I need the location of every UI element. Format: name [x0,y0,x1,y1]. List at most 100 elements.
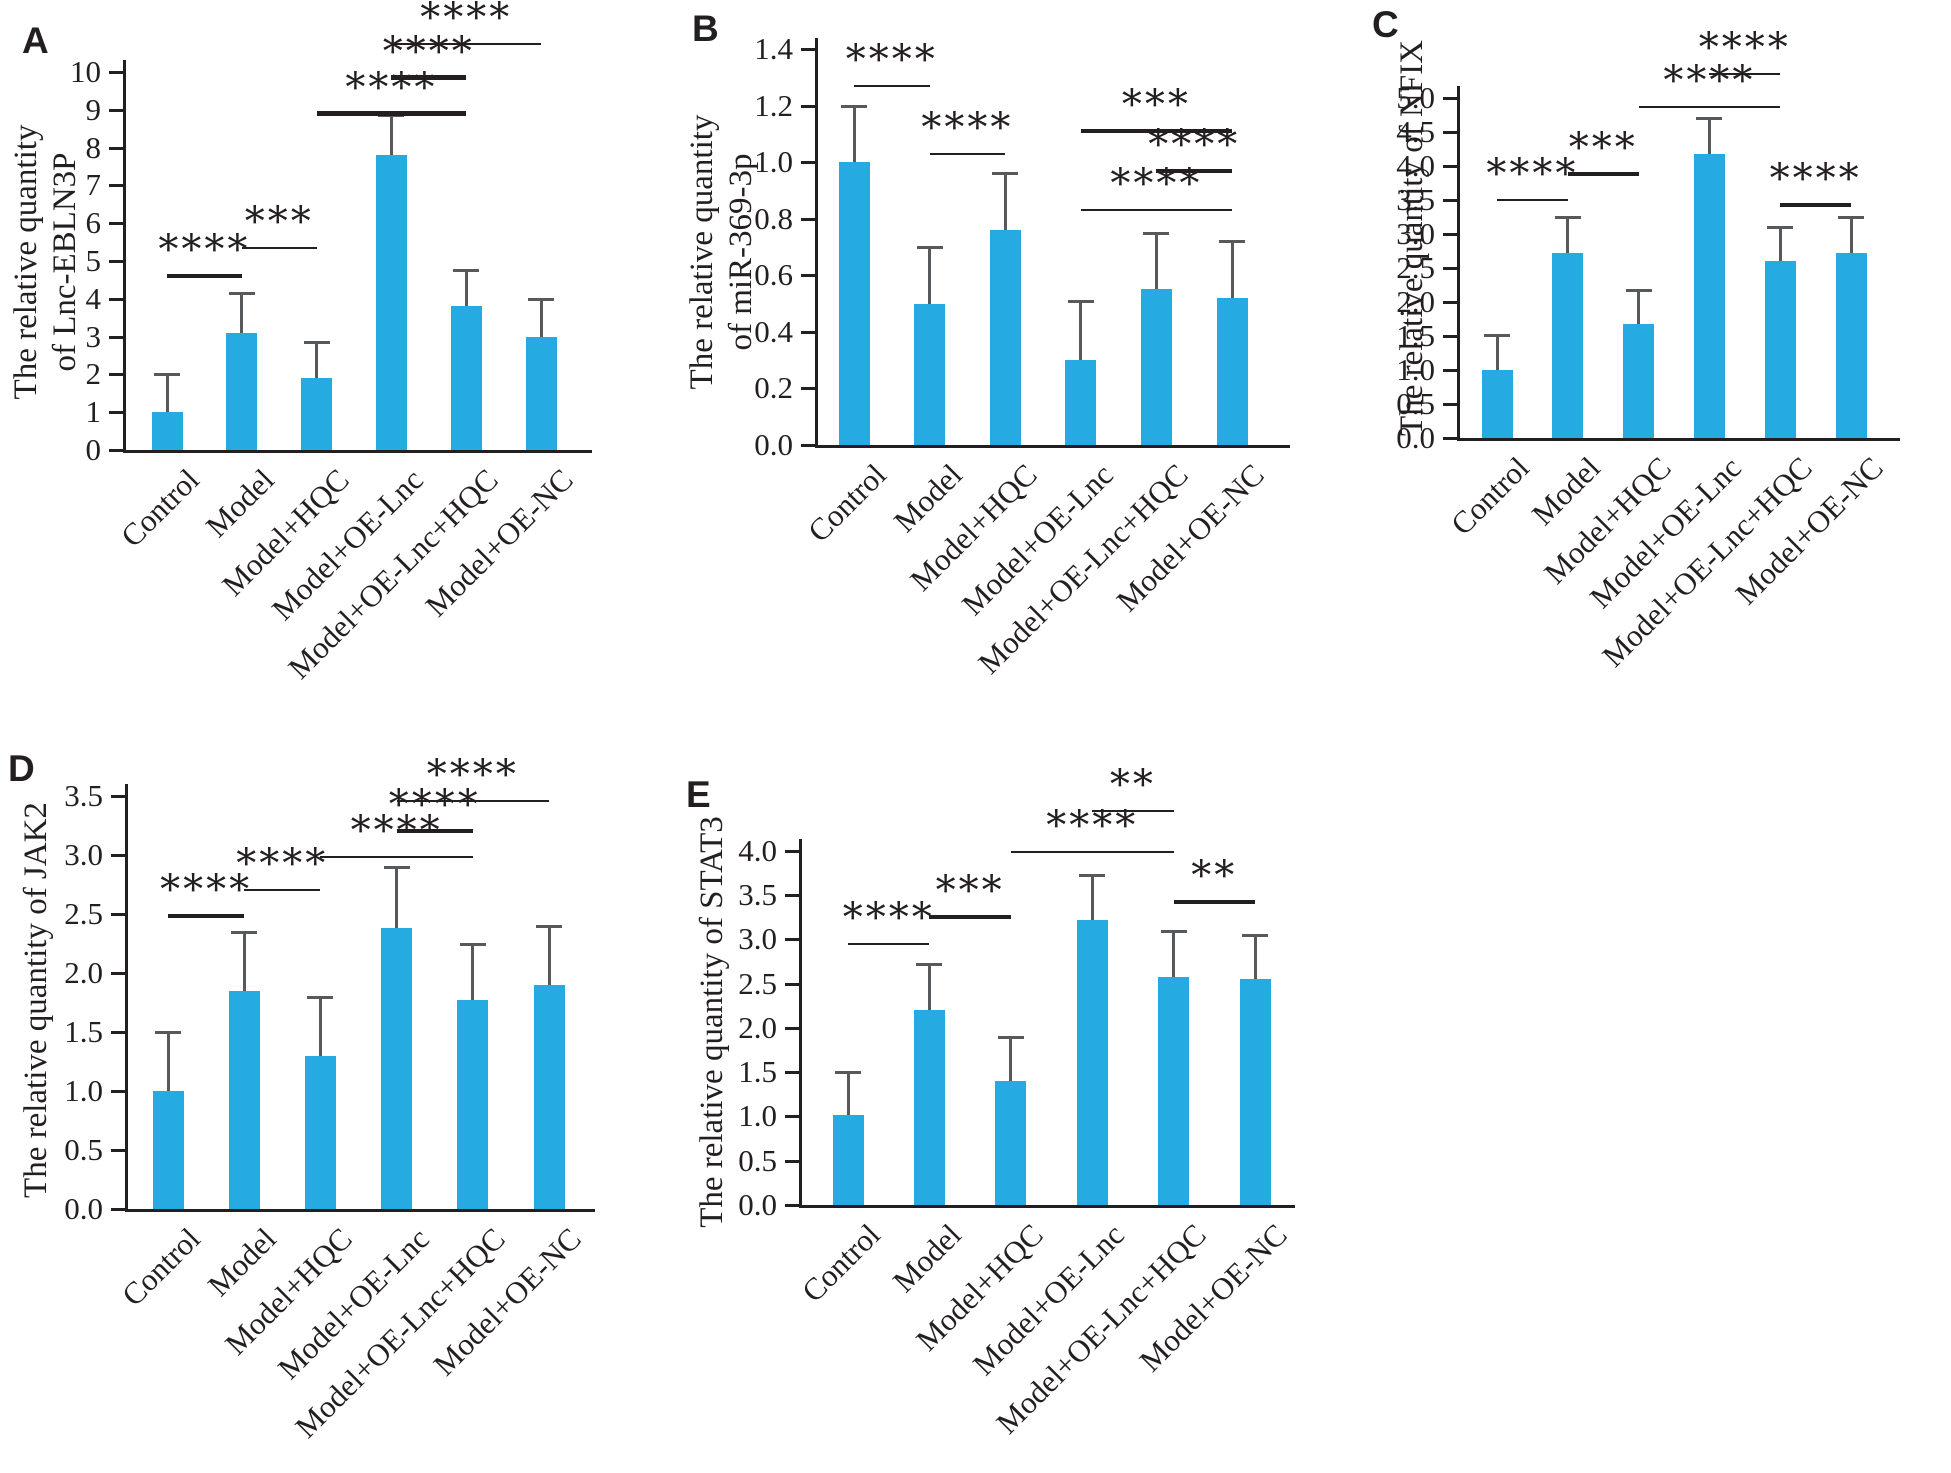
y-tick-label: 1.5 [64,1014,103,1049]
y-tick [111,913,125,916]
y-tick [111,795,125,798]
error-bar-cap [1625,288,1652,292]
error-bar-cap [1767,226,1794,230]
y-tick [109,335,123,339]
y-tick-label: 3.0 [738,921,777,957]
significance-line [1080,128,1232,133]
error-bar-cap [303,341,330,345]
error-bar-stem [318,996,322,1056]
bar-control [1481,370,1513,438]
bar-model-oe-lnc [375,155,407,450]
significance-line [1092,809,1174,812]
error-bar-cap [916,963,943,966]
y-tick [785,849,799,853]
bar-model [228,990,260,1209]
significance-stars: **** [1769,156,1862,203]
significance-stars: **** [158,227,251,274]
error-bar-stem [1566,217,1570,254]
significance-stars: **** [236,841,329,888]
y-tick-label: 1.0 [1396,352,1435,387]
y-tick-label: 0 [85,432,102,467]
y-tick-label: 5.0 [1396,80,1435,115]
error-bar-stem [315,342,319,379]
error-bar-stem [927,964,931,1011]
error-bar-stem [240,293,244,333]
y-tick [1443,267,1457,270]
error-bar-stem [1009,1036,1013,1081]
y-tick [1443,131,1457,134]
error-bar-stem [1154,232,1158,290]
y-tick-label: 2.5 [64,896,103,931]
y-tick-label: 1.2 [754,87,793,123]
y-tick-label: 1.5 [1396,318,1435,353]
error-bar-stem [464,270,468,307]
significance-stars: **** [1698,25,1791,72]
y-tick-label: 4.0 [1396,148,1435,183]
y-tick [109,297,123,301]
bar-model-oe-nc [1835,253,1867,438]
bar-model-oe-lnc-hqc [1140,289,1172,445]
bar-control [151,412,183,450]
error-bar-cap [383,865,410,869]
significance-line [316,111,467,117]
significance-stars: **** [388,782,481,829]
error-bar-cap [1160,930,1187,934]
y-tick-label: 0.5 [64,1132,103,1167]
bar-model-hqc [1623,323,1655,438]
significance-stars: **** [1046,803,1139,850]
x-axis [123,450,592,453]
panel-label-c: C [1372,4,1399,45]
y-tick-label: 3.5 [64,778,103,813]
y-tick-label: 0.0 [1396,420,1435,455]
bar-model-oe-nc [1216,297,1248,445]
x-axis [815,445,1290,448]
significance-line [1156,168,1232,173]
error-bar-cap [231,930,258,934]
significance-stars: **** [345,64,438,111]
panel-label-b: B [692,8,719,49]
y-tick [109,449,123,452]
x-axis [799,1205,1295,1208]
y-tick-label: 0.0 [738,1187,777,1222]
error-bar-cap [1484,333,1510,337]
significance-line [929,915,1011,920]
y-tick-label: 0.4 [754,313,793,349]
bar-control [832,1114,864,1205]
y-tick-label: 1.0 [64,1073,103,1108]
error-bar-stem [1637,289,1641,324]
panel-label-e: E [686,774,711,815]
error-bar-stem [165,374,169,413]
y-tick-label: 7 [85,167,102,203]
significance-stars: *** [935,868,1005,915]
significance-line [848,942,930,945]
y-tick-label: 0.5 [1396,386,1435,421]
y-tick [785,1115,799,1119]
error-bar-stem [539,298,543,337]
error-bar-cap [228,292,255,296]
error-bar-cap [916,245,943,249]
significance-line [1638,105,1781,108]
significance-stars: **** [420,0,513,41]
significance-stars: **** [921,104,1014,151]
x-axis [1457,438,1900,441]
significance-stars: **** [1663,57,1756,104]
y-tick-label: 3 [85,318,102,354]
y-tick-label: 0.2 [754,370,793,406]
y-tick [1443,233,1457,236]
bar-model [913,1010,945,1205]
error-bar-cap [1143,231,1170,235]
y-tick [111,854,125,857]
bar-model-oe-lnc-hqc [457,1000,489,1209]
panel-label-a: A [22,20,49,61]
bar-model [226,332,258,450]
error-bar-cap [307,995,334,999]
significance-stars: **** [845,36,938,83]
error-bar-cap [1242,933,1268,937]
y-tick [801,387,815,391]
y-tick-label: 0.6 [754,257,793,293]
y-tick [1443,335,1457,338]
y-tick-label: 5 [85,243,102,278]
y-tick [111,1208,125,1211]
significance-stars: **** [382,28,475,75]
